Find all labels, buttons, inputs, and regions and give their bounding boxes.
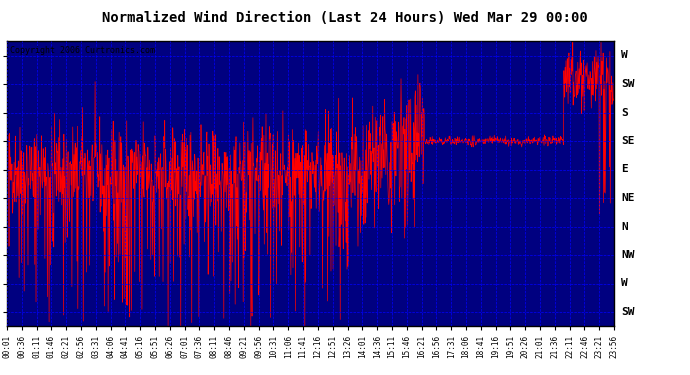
Text: N: N (621, 222, 628, 231)
Text: SE: SE (621, 136, 635, 146)
Text: SW: SW (621, 79, 635, 89)
Text: E: E (621, 165, 628, 174)
Text: Copyright 2006 Curtronics.com: Copyright 2006 Curtronics.com (10, 45, 155, 54)
Text: SW: SW (621, 307, 635, 317)
Text: NE: NE (621, 193, 635, 203)
Text: NW: NW (621, 250, 635, 260)
Text: W: W (621, 279, 628, 288)
Text: S: S (621, 108, 628, 117)
Text: W: W (621, 51, 628, 60)
Text: Normalized Wind Direction (Last 24 Hours) Wed Mar 29 00:00: Normalized Wind Direction (Last 24 Hours… (102, 11, 588, 25)
